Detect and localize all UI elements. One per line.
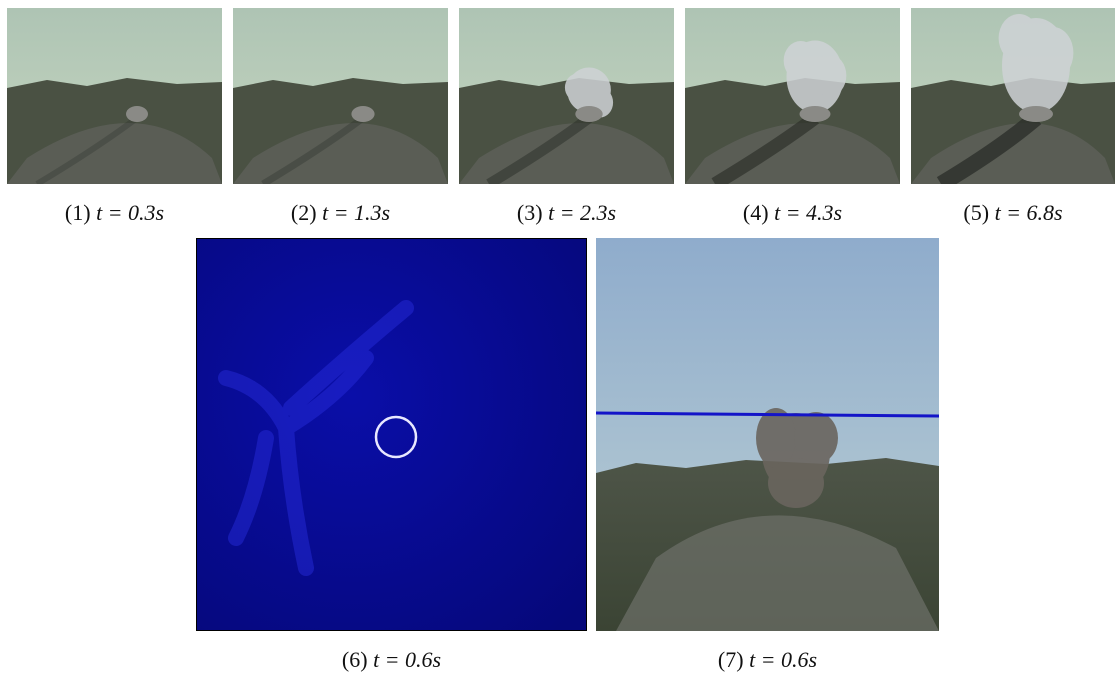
caption-index: (2) xyxy=(291,200,317,225)
density-map xyxy=(197,239,587,631)
panel-6-image xyxy=(196,238,587,631)
dome xyxy=(800,106,831,122)
caption: (2) t = 1.3s xyxy=(233,200,448,226)
caption-index: (1) xyxy=(65,200,91,225)
caption-time: t = 1.3s xyxy=(322,200,390,225)
thumbnail-image xyxy=(685,8,900,184)
caption: (4) t = 4.3s xyxy=(685,200,900,226)
caption-time: t = 2.3s xyxy=(548,200,616,225)
caption-time: t = 0.6s xyxy=(373,647,441,672)
page: html, body { margin: 0; padding: 0; back… xyxy=(0,0,1120,680)
thumbnail-image xyxy=(459,8,674,184)
dome xyxy=(1019,106,1053,122)
caption: (7) t = 0.6s xyxy=(596,647,939,673)
caption-time: t = 4.3s xyxy=(774,200,842,225)
thumbnail-image xyxy=(7,8,222,184)
panel-7-image xyxy=(596,238,939,631)
caption-index: (7) xyxy=(718,647,744,672)
caption-time: t = 0.3s xyxy=(96,200,164,225)
caption-time: t = 0.6s xyxy=(749,647,817,672)
caption-index: (4) xyxy=(743,200,769,225)
figure: {"figure": {"panels": [ {"index": "(1)",… xyxy=(0,0,1120,680)
thumbnail-image xyxy=(911,8,1115,184)
caption: (6) t = 0.6s xyxy=(196,647,587,673)
caption: (3) t = 2.3s xyxy=(459,200,674,226)
dome xyxy=(575,106,602,122)
caption-index: (5) xyxy=(963,200,989,225)
caption-index: (3) xyxy=(517,200,543,225)
dome xyxy=(126,106,148,122)
dome xyxy=(351,106,374,122)
caption: (1) t = 0.3s xyxy=(7,200,222,226)
caption-time: t = 6.8s xyxy=(995,200,1063,225)
caption: (5) t = 6.8s xyxy=(911,200,1115,226)
thumbnail-image xyxy=(233,8,448,184)
caption-index: (6) xyxy=(342,647,368,672)
